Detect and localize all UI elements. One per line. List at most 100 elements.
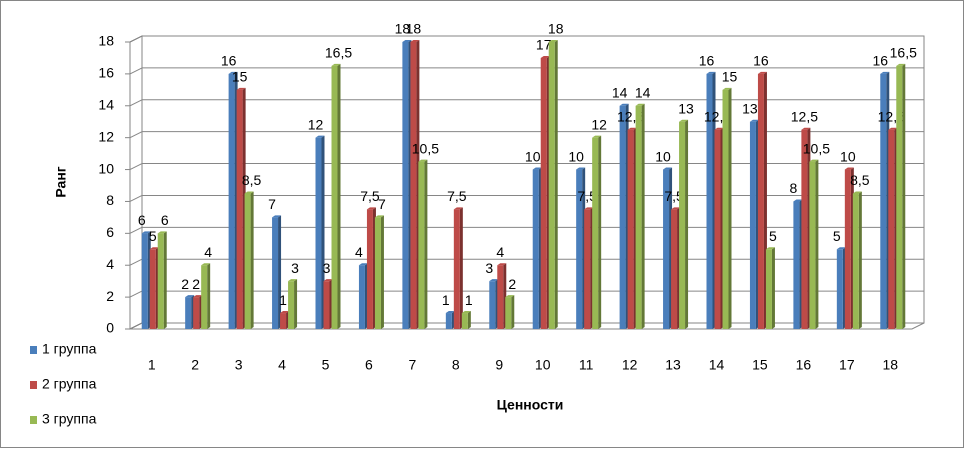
bar-top	[714, 127, 724, 130]
y-tick-label: 12	[98, 128, 114, 144]
legend-label: 3 группа	[42, 411, 97, 427]
bar-side	[207, 263, 211, 329]
bar-top	[888, 127, 898, 130]
data-label: 7	[268, 196, 276, 212]
bar-top	[366, 207, 376, 210]
bar-top	[809, 159, 819, 162]
bar	[272, 217, 279, 329]
bar-top	[185, 295, 195, 298]
legend-swatch	[30, 381, 37, 389]
x-tick-label: 7	[408, 357, 416, 373]
bar	[461, 313, 468, 329]
bar-side	[321, 135, 325, 329]
bar-top	[679, 119, 689, 122]
bar-side	[598, 135, 602, 329]
x-tick-label: 17	[839, 357, 855, 373]
bar	[244, 193, 251, 329]
grid-line-side	[129, 290, 143, 298]
data-label: 16	[872, 53, 888, 69]
bar-top	[757, 71, 767, 74]
bar	[749, 121, 756, 329]
data-label: 12	[591, 116, 607, 132]
bar	[497, 265, 504, 329]
bar	[149, 249, 156, 329]
bar	[236, 89, 243, 329]
y-tick-label: 18	[98, 33, 114, 49]
bar	[228, 73, 235, 329]
data-label: 3	[291, 260, 299, 276]
legend-swatch	[30, 346, 37, 354]
bar-top	[331, 63, 341, 66]
data-label: 4	[355, 244, 363, 260]
bar	[679, 121, 686, 329]
x-tick-label: 4	[278, 357, 286, 373]
data-label: 18	[548, 21, 564, 37]
data-label: 10	[840, 148, 856, 164]
data-label: 4	[204, 244, 212, 260]
data-label: 15	[722, 69, 738, 85]
data-label: 2	[192, 276, 200, 292]
y-tick-label: 4	[106, 256, 114, 272]
y-axis-title: Ранг	[53, 166, 69, 197]
bar-top	[244, 191, 254, 194]
data-label: 13	[742, 100, 758, 116]
legend-label: 2 группа	[42, 376, 97, 392]
data-label: 10	[568, 148, 584, 164]
bar	[576, 169, 583, 329]
bar	[315, 137, 322, 329]
grid-line-side	[129, 226, 143, 234]
bar	[635, 105, 642, 330]
bar	[157, 233, 164, 329]
grid-line-side	[129, 99, 143, 107]
bar-top	[445, 311, 455, 314]
bar	[331, 65, 338, 330]
bar	[201, 265, 208, 329]
bar	[358, 265, 365, 329]
bar-top	[402, 40, 412, 42]
data-label: 7,5	[447, 188, 467, 204]
bar-top	[489, 279, 499, 282]
bar	[888, 129, 895, 329]
data-label: 5	[149, 228, 157, 244]
bar-side	[858, 191, 862, 329]
bar	[418, 161, 425, 329]
bar	[374, 217, 381, 329]
bar-top	[836, 247, 846, 250]
bar	[366, 209, 373, 329]
data-label: 15	[232, 69, 248, 85]
data-label: 18	[395, 21, 411, 37]
bar-top	[706, 71, 716, 74]
data-label: 18	[406, 21, 422, 37]
y-tick-label: 10	[98, 160, 114, 176]
bar-top	[584, 207, 594, 210]
bar	[453, 209, 460, 329]
data-label: 2	[508, 276, 516, 292]
bar-top	[288, 279, 298, 282]
bar-top	[635, 103, 645, 106]
x-tick-label: 9	[495, 357, 503, 373]
bar-top	[548, 40, 558, 42]
y-tick-label: 16	[98, 65, 114, 81]
x-tick-label: 14	[709, 357, 725, 373]
grid-line-side	[129, 163, 143, 171]
bar	[185, 297, 192, 329]
bar	[445, 313, 452, 329]
bar-side	[337, 63, 341, 330]
bar	[619, 105, 626, 330]
bar-top	[765, 247, 775, 250]
bar	[765, 249, 772, 329]
data-label: 16	[699, 53, 715, 69]
grid-line-side	[129, 322, 143, 330]
bar-top	[852, 191, 862, 194]
data-label: 10,5	[803, 140, 830, 156]
bar-side	[641, 103, 645, 330]
bar-top	[505, 295, 515, 298]
bar-top	[801, 127, 811, 130]
x-tick-label: 3	[235, 357, 243, 373]
bar-top	[880, 71, 890, 74]
bar	[193, 297, 200, 329]
data-label: 16	[753, 53, 769, 69]
grid-line-side	[129, 35, 143, 43]
legend-label: 1 группа	[42, 341, 97, 357]
bar-side	[815, 159, 819, 329]
